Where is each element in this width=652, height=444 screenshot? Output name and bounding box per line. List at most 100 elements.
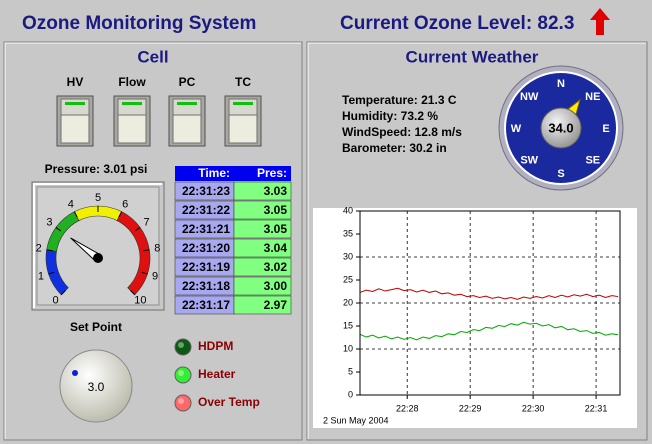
y-tick-label: 40 — [343, 205, 353, 215]
chart-date: 2 Sun May 2004 — [323, 415, 389, 425]
trend-arrow — [590, 8, 610, 35]
compass-label: W — [511, 123, 522, 135]
gauge-tick-label: 8 — [154, 243, 160, 255]
y-tick-label: 0 — [348, 389, 353, 399]
panel-title: Current Weather — [406, 47, 539, 66]
switch-label: Flow — [118, 75, 146, 89]
wind-direction: 34.0 — [548, 120, 573, 135]
bevel — [33, 183, 162, 308]
switch-rocker-bottom — [228, 114, 258, 144]
table-header: Pres: — [257, 166, 287, 180]
gauge-tick-label: 7 — [143, 217, 149, 229]
weather-reading: WindSpeed: 12.8 m/s — [342, 125, 462, 139]
switch-light — [65, 102, 85, 105]
gauge-tick-label: 1 — [38, 270, 44, 282]
switch-light — [177, 102, 197, 105]
set-point-knob[interactable] — [59, 349, 133, 423]
table-text: 22:31:19 — [182, 260, 230, 274]
table-cell — [233, 181, 292, 201]
gauge-tick — [143, 249, 150, 252]
table-header-cell — [175, 166, 234, 181]
chart-area — [313, 208, 637, 428]
led-glare — [178, 398, 184, 404]
compass-label: N — [557, 78, 565, 90]
compass-hub — [540, 107, 582, 149]
app-title: Ozone Monitoring System — [22, 13, 256, 34]
x-tick-label: 22:28 — [396, 403, 419, 413]
set-point-value: 3.0 — [88, 380, 105, 394]
table-cell — [233, 238, 292, 258]
y-tick-label: 5 — [348, 366, 353, 376]
led-label: Over Temp — [198, 395, 260, 409]
pressure-label: Pressure: 3.01 psi — [45, 162, 148, 176]
x-tick-label: 22:29 — [459, 403, 482, 413]
gauge-band — [116, 211, 151, 296]
y-tick-label: 30 — [343, 251, 353, 261]
switch-rocker-bottom — [60, 114, 90, 144]
table-text: 3.05 — [264, 203, 288, 217]
led-glare — [178, 370, 184, 376]
gauge-tick — [48, 271, 55, 275]
switch-rocker-top — [60, 98, 90, 116]
table-text: 3.00 — [264, 279, 288, 293]
compass-label: NW — [520, 91, 539, 103]
switch-rocker-top — [228, 98, 258, 116]
data-line — [359, 321, 619, 341]
y-tick-label: 15 — [343, 320, 353, 330]
table-cell — [233, 200, 292, 220]
gauge-tick-label: 0 — [53, 294, 59, 306]
gauge-tick — [118, 211, 123, 218]
led-glare — [178, 342, 184, 348]
switch-rocker-top — [172, 98, 202, 116]
weather-reading: Humidity: 73.2 % — [342, 109, 438, 123]
y-tick-label: 10 — [343, 343, 353, 353]
gauge-tick-label: 4 — [68, 198, 74, 210]
bevel — [4, 42, 301, 439]
switch-label: HV — [67, 75, 84, 89]
switch-light — [122, 102, 142, 105]
table-header-cell — [234, 166, 291, 181]
gauge-tick — [46, 249, 53, 252]
table-text: 22:31:17 — [182, 298, 230, 312]
led — [174, 338, 192, 356]
gauge-tick-label: 2 — [36, 243, 42, 255]
table-text: 3.04 — [264, 241, 288, 255]
table-text: 22:31:23 — [182, 184, 230, 198]
led — [174, 394, 192, 412]
weather-reading: Barometer: 30.2 in — [342, 141, 447, 155]
set-point-title: Set Point — [70, 320, 122, 334]
led-label: HDPM — [198, 339, 233, 353]
gauge-tick-label: 9 — [152, 270, 158, 282]
switch-label: PC — [179, 75, 196, 89]
compass-label: SW — [520, 155, 538, 167]
table-header: Time: — [198, 166, 230, 180]
compass-label: NE — [585, 91, 600, 103]
table-cell — [233, 295, 292, 315]
compass-label: S — [557, 168, 564, 180]
gauge-tick — [60, 290, 66, 296]
table-text: 3.03 — [264, 184, 288, 198]
y-tick-label: 20 — [343, 297, 353, 307]
table-text: 3.05 — [264, 222, 288, 236]
x-tick-label: 22:31 — [585, 403, 608, 413]
gauge-tick — [55, 227, 62, 232]
table-text: 22:31:18 — [182, 279, 230, 293]
ozone-level: Current Ozone Level: 82.3 — [340, 13, 574, 34]
table-cell — [233, 219, 292, 239]
gauge-tick-label: 3 — [46, 217, 52, 229]
gauge-tick-label: 10 — [134, 294, 146, 306]
table-text: 3.02 — [264, 260, 288, 274]
gauge-tick-label: 5 — [95, 192, 101, 204]
switch-rocker-bottom — [117, 114, 147, 144]
compass-label: E — [602, 123, 609, 135]
table-cell — [233, 257, 292, 277]
table-text: 22:31:22 — [182, 203, 230, 217]
bevel — [307, 42, 646, 439]
x-tick-label: 22:30 — [522, 403, 545, 413]
switch-rocker-bottom — [172, 114, 202, 144]
led — [174, 366, 192, 384]
switch-light — [233, 102, 253, 105]
data-line — [359, 287, 619, 300]
weather-reading: Temperature: 21.3 C — [342, 93, 457, 107]
